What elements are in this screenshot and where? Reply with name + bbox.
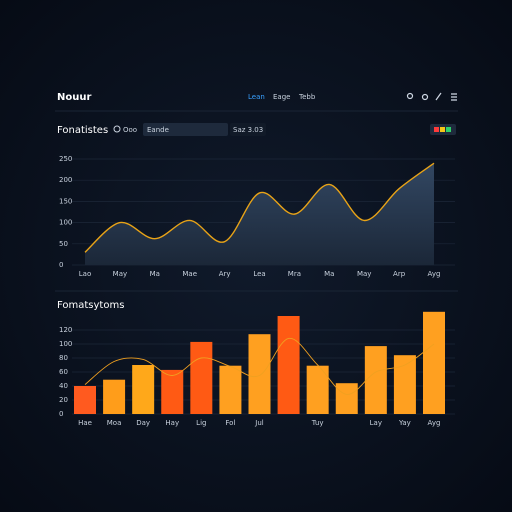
bar <box>306 365 329 414</box>
bar <box>219 365 242 414</box>
settings-icon[interactable] <box>421 93 429 101</box>
x-tick-label: Tuy <box>311 419 324 427</box>
y-tick-label: 50 <box>59 240 68 248</box>
status-dot <box>446 127 451 132</box>
status-dot <box>434 127 439 132</box>
y-tick-label: 100 <box>59 340 72 348</box>
search-icon[interactable] <box>113 125 121 133</box>
y-tick-label: 80 <box>59 354 68 362</box>
x-tick-label: Mra <box>288 270 301 278</box>
chart-title: Fomatsytoms <box>57 300 124 311</box>
section-title: Fonatistes <box>57 125 108 136</box>
x-tick-label: Day <box>136 419 150 427</box>
x-tick-label: Lig <box>196 419 206 427</box>
bar <box>74 386 96 414</box>
edit-icon[interactable] <box>435 92 442 101</box>
x-tick-label: Ma <box>324 270 334 278</box>
bar <box>103 379 126 414</box>
bar <box>423 311 445 414</box>
x-tick-label: May <box>357 270 371 278</box>
search-label: Ooo <box>123 126 137 134</box>
bar <box>190 341 213 414</box>
area-line <box>84 162 435 253</box>
y-tick-label: 100 <box>59 219 72 227</box>
nav-item[interactable]: Tebb <box>298 93 316 101</box>
y-tick-label: 250 <box>59 155 72 163</box>
y-tick-label: 20 <box>59 396 68 404</box>
area-fill <box>85 163 434 265</box>
x-tick-label: Fol <box>225 419 235 427</box>
y-tick-label: 120 <box>59 326 72 334</box>
x-tick-label: Lay <box>370 419 382 427</box>
input-text: Eande <box>147 126 169 134</box>
y-tick-label: 0 <box>59 261 63 269</box>
status-dot <box>440 127 445 132</box>
x-tick-label: Ayg <box>428 270 441 278</box>
app-title: Nouur <box>57 92 91 103</box>
bar <box>132 365 155 414</box>
header-icons <box>406 92 457 101</box>
x-tick-label: Moa <box>107 419 122 427</box>
bar <box>161 369 184 414</box>
x-tick-label: Ma <box>150 270 160 278</box>
y-tick-label: 150 <box>59 197 72 205</box>
x-tick-label: Jul <box>254 419 264 427</box>
x-tick-label: Lao <box>79 270 91 278</box>
y-tick-label: 0 <box>59 410 63 418</box>
nav-item[interactable]: Lean <box>248 93 265 101</box>
info-text: Saz 3.03 <box>233 126 263 134</box>
x-tick-label: Mae <box>182 270 197 278</box>
bar <box>393 355 416 414</box>
x-tick-label: Lea <box>253 270 265 278</box>
search-input[interactable] <box>143 123 228 136</box>
bar <box>277 316 300 414</box>
nav-item[interactable]: Eage <box>273 93 290 101</box>
x-tick-label: Arp <box>393 270 406 278</box>
x-tick-label: Ayg <box>428 419 441 427</box>
y-tick-label: 60 <box>59 368 68 376</box>
y-tick-label: 40 <box>59 382 68 390</box>
bar <box>335 383 358 414</box>
x-tick-label: Hae <box>78 419 92 427</box>
search-icon[interactable] <box>406 92 414 100</box>
info-box <box>230 123 266 136</box>
bar <box>248 334 271 414</box>
x-tick-label: Yay <box>398 419 411 427</box>
x-tick-label: Hay <box>165 419 179 427</box>
bar <box>364 346 387 414</box>
menu-icon[interactable] <box>451 93 457 101</box>
trend-line <box>84 337 435 395</box>
y-tick-label: 200 <box>59 176 72 184</box>
x-tick-label: Ary <box>219 270 231 278</box>
x-tick-label: May <box>113 270 127 278</box>
